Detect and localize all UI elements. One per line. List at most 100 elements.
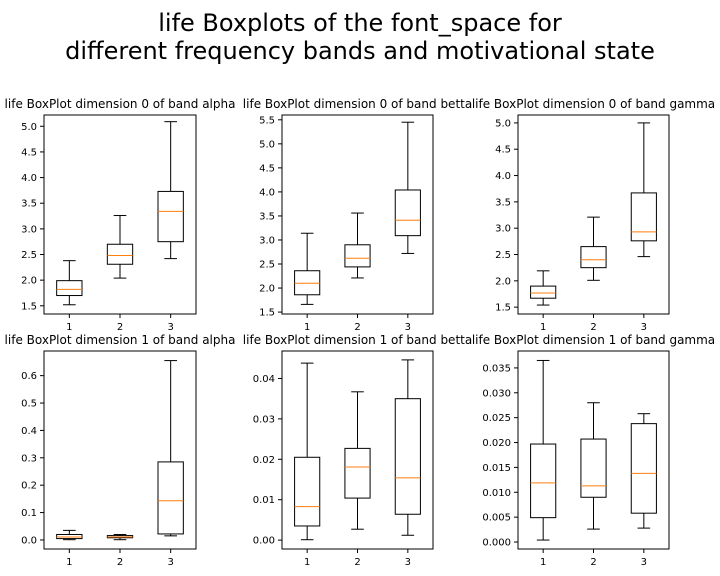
box-3: [157, 360, 184, 537]
y-tick-label: 1.5: [259, 308, 275, 319]
subplot-3: life BoxPlot dimension 0 of band gamma 1.…: [472, 97, 715, 333]
iqr-box: [394, 189, 421, 237]
subplot-5: life BoxPlot dimension 1 of band betta 0.…: [243, 333, 472, 568]
axes-frame: [281, 350, 434, 550]
x-tick-label: 3: [167, 322, 173, 333]
figure-title-line-1: life Boxplots of the font_space for: [158, 9, 562, 37]
subplot-title: life BoxPlot dimension 1 of band alpha: [5, 333, 236, 347]
y-tick-label: 0.4: [21, 426, 37, 437]
box-1: [56, 529, 83, 541]
iqr-box: [580, 438, 607, 498]
box-1: [56, 260, 83, 306]
iqr-box: [56, 280, 83, 297]
box-2: [344, 391, 371, 530]
box-2: [344, 212, 371, 279]
box-2: [580, 216, 607, 281]
box-1: [530, 359, 557, 541]
box-3: [157, 121, 184, 260]
y-tick-label: 0.5: [21, 399, 37, 410]
box-1: [530, 270, 557, 306]
y-tick-label: 0.015: [482, 463, 511, 474]
y-tick-label: 5.0: [259, 139, 275, 150]
y-tick-label: 1.5: [21, 301, 37, 312]
subplot-4: life BoxPlot dimension 1 of band alpha 0.…: [5, 333, 236, 568]
y-tick-label: 4.5: [495, 145, 511, 156]
y-tick-label: 2.0: [259, 284, 275, 295]
x-tick-label: 3: [167, 557, 173, 568]
y-tick-label: 0.03: [253, 414, 275, 425]
y-tick-label: 4.5: [259, 163, 275, 174]
axes-frame: [43, 114, 197, 315]
subplot-title: life BoxPlot dimension 0 of band alpha: [5, 97, 236, 111]
box-2: [106, 215, 134, 279]
box-3: [630, 413, 657, 529]
y-tick-label: 0.2: [21, 481, 37, 492]
axes-frame: [281, 114, 434, 315]
x-tick-label: 1: [304, 557, 310, 568]
y-tick-label: 2.5: [495, 250, 511, 261]
iqr-box: [630, 192, 657, 242]
x-tick-label: 2: [590, 557, 596, 568]
box-3: [394, 359, 421, 536]
axes-frame: [517, 350, 670, 550]
y-tick-label: 0.04: [253, 374, 275, 385]
iqr-box: [630, 423, 657, 514]
iqr-box: [106, 243, 134, 265]
y-tick-label: 0.00: [253, 536, 275, 547]
y-tick-label: 2.0: [21, 276, 37, 287]
x-tick-label: 2: [590, 322, 596, 333]
iqr-box: [294, 456, 321, 527]
x-tick-label: 3: [641, 322, 647, 333]
x-tick-label: 1: [304, 322, 310, 333]
box-2: [580, 402, 607, 530]
x-tick-label: 2: [354, 322, 360, 333]
y-tick-label: 0.3: [21, 453, 37, 464]
iqr-box: [157, 190, 184, 243]
y-tick-label: 3.5: [21, 199, 37, 210]
y-tick-label: 3.0: [259, 235, 275, 246]
y-tick-label: 4.0: [259, 187, 275, 198]
y-tick-label: 3.0: [495, 224, 511, 235]
y-tick-label: 5.5: [259, 115, 275, 126]
iqr-box: [394, 398, 421, 515]
iqr-box: [344, 244, 371, 268]
subplot-2: life BoxPlot dimension 0 of band betta 1.…: [243, 97, 472, 333]
x-tick-label: 1: [66, 557, 72, 568]
y-tick-label: 0.1: [21, 508, 37, 519]
x-tick-label: 3: [405, 557, 411, 568]
axes-frame: [43, 350, 197, 550]
box-2: [106, 533, 134, 541]
y-tick-label: 5.0: [495, 118, 511, 129]
y-tick-label: 5.0: [21, 122, 37, 133]
iqr-box: [157, 461, 184, 535]
y-tick-label: 0.030: [482, 388, 511, 399]
figure-title-line-2: different frequency bands and motivation…: [65, 37, 655, 65]
x-tick-label: 2: [117, 557, 123, 568]
y-tick-label: 0.025: [482, 413, 511, 424]
y-tick-label: 1.5: [495, 303, 511, 314]
subplot-1: life BoxPlot dimension 0 of band alpha 1.…: [5, 97, 236, 333]
y-tick-label: 2.5: [259, 260, 275, 271]
y-tick-label: 0.0: [21, 535, 37, 546]
iqr-box: [344, 447, 371, 499]
y-tick-label: 0.020: [482, 438, 511, 449]
y-tick-label: 2.0: [495, 276, 511, 287]
x-tick-label: 1: [540, 322, 546, 333]
y-tick-label: 0.000: [482, 538, 511, 549]
y-tick-label: 0.6: [21, 371, 37, 382]
subplot-title: life BoxPlot dimension 1 of band gamma: [472, 333, 715, 347]
box-3: [394, 121, 421, 254]
subplot-title: life BoxPlot dimension 1 of band betta: [243, 333, 472, 347]
y-tick-label: 0.035: [482, 363, 511, 374]
iqr-box: [530, 285, 557, 299]
subplot-6: life BoxPlot dimension 1 of band gamma 0.…: [472, 333, 715, 568]
y-tick-label: 3.5: [495, 197, 511, 208]
y-tick-label: 3.0: [21, 224, 37, 235]
y-tick-label: 0.005: [482, 513, 511, 524]
y-tick-label: 4.5: [21, 147, 37, 158]
box-1: [294, 232, 321, 305]
y-tick-label: 4.0: [495, 171, 511, 182]
axes-frame: [517, 114, 670, 315]
y-tick-label: 0.02: [253, 455, 275, 466]
y-tick-label: 2.5: [21, 250, 37, 261]
